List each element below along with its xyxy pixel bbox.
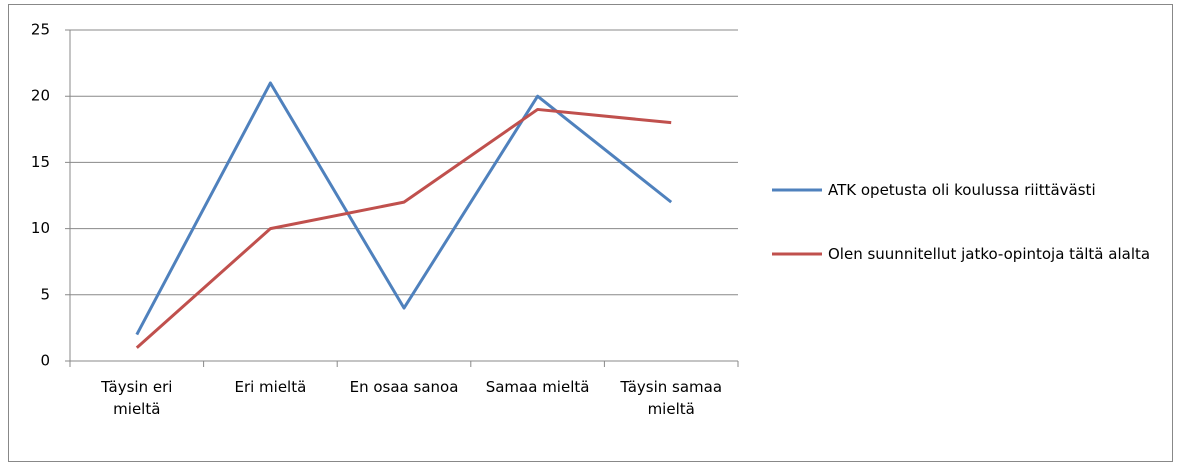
legend-label: Olen suunnitellut jatko-opintoja tältä a… <box>828 245 1151 263</box>
y-tick-label: 15 <box>31 153 50 171</box>
x-tick-label: En osaa sanoa <box>349 378 459 396</box>
x-tick-label: Täysin samaa mieltä <box>620 378 723 418</box>
y-tick-label: 25 <box>31 21 50 39</box>
y-tick-label: 20 <box>31 87 50 105</box>
x-tick-label: Samaa mieltä <box>485 378 590 396</box>
y-tick-label: 0 <box>40 352 50 370</box>
legend-label: ATK opetusta oli koulussa riittävästi <box>828 181 1096 199</box>
line <box>135 81 673 336</box>
x-tick-label: Täysin eri mieltä <box>101 378 173 418</box>
y-tick-label: 5 <box>40 285 50 303</box>
y-tick-label: 10 <box>31 219 50 237</box>
x-tick-label: Eri mieltä <box>234 378 307 396</box>
chart-border <box>8 4 1173 462</box>
line <box>135 107 672 349</box>
